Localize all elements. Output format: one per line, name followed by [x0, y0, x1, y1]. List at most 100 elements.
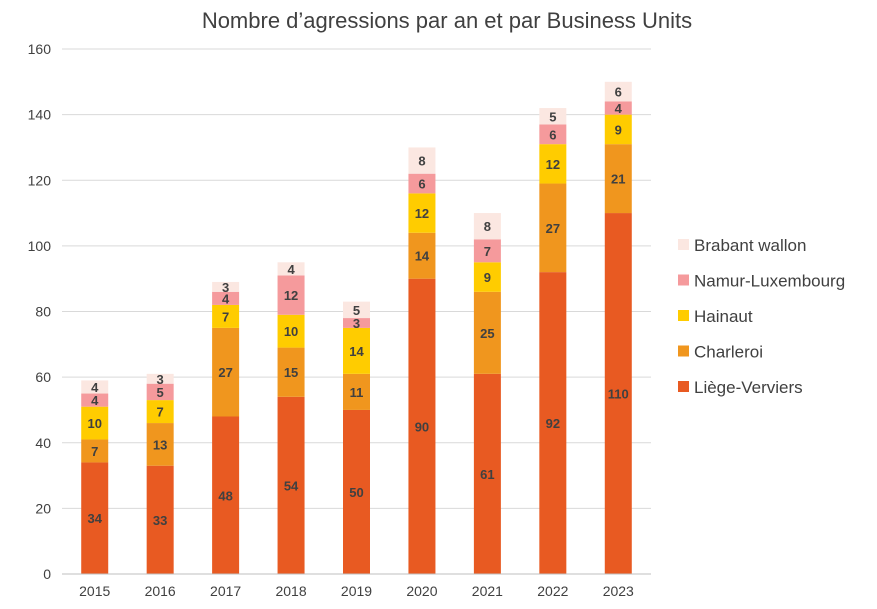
bar-segment [539, 108, 567, 125]
y-axis: 0 20 40 60 80 100 120 140 160 [28, 41, 52, 582]
data-label: 7 [484, 244, 491, 259]
bar-segment [277, 262, 305, 276]
bars [81, 81, 632, 574]
bar-segment [539, 124, 567, 145]
bar-segment [408, 147, 436, 174]
data-label: 21 [611, 172, 625, 187]
bar-segment [473, 213, 501, 240]
y-tick-label: 0 [43, 566, 51, 582]
bar-segment [604, 144, 632, 214]
bar-segment [146, 373, 174, 384]
data-label: 10 [87, 416, 101, 431]
bar-segment [146, 383, 174, 401]
data-label: 25 [480, 326, 494, 341]
bar-segment [81, 380, 109, 394]
data-label: 90 [415, 419, 429, 434]
data-label: 12 [546, 157, 560, 172]
bar-segment [343, 327, 370, 374]
x-tick-label: 2019 [341, 583, 372, 599]
bar-segment [539, 272, 567, 574]
bar-segment [277, 396, 305, 574]
y-tick-label: 100 [28, 238, 52, 254]
bar-segment [343, 373, 370, 410]
data-label: 61 [480, 467, 494, 482]
bar-segment [212, 416, 240, 574]
legend-swatch [678, 345, 689, 357]
legend-swatch [678, 310, 689, 321]
data-label: 6 [418, 177, 425, 192]
x-tick-label: 2022 [537, 583, 568, 599]
data-label: 14 [415, 249, 430, 264]
y-tick-label: 120 [28, 172, 52, 188]
data-label: 4 [615, 101, 623, 116]
data-label: 33 [153, 513, 167, 528]
x-tick-label: 2020 [406, 583, 437, 599]
y-tick-label: 80 [35, 304, 51, 320]
y-tick-label: 60 [35, 369, 51, 385]
data-label: 48 [218, 488, 232, 503]
data-label: 4 [287, 262, 295, 277]
bar-segment [81, 406, 109, 440]
x-tick-label: 2017 [210, 583, 241, 599]
bar-segment [408, 232, 436, 279]
bar-segment [473, 239, 501, 263]
bar-segment [343, 318, 370, 328]
data-label: 11 [350, 385, 364, 400]
bar-segment [473, 262, 501, 292]
legend-label: Charleroi [694, 343, 763, 362]
data-label: 12 [284, 288, 298, 303]
data-label: 14 [349, 344, 364, 359]
x-tick-label: 2015 [79, 583, 110, 599]
data-label: 54 [284, 478, 299, 493]
legend-swatch [678, 239, 689, 250]
bar-segment [539, 144, 567, 184]
bar-segment [81, 462, 109, 574]
y-tick-label: 20 [35, 500, 51, 516]
data-label: 92 [546, 416, 560, 431]
data-label: 5 [353, 303, 360, 318]
legend-label: Hainaut [694, 307, 753, 326]
bar-segment [81, 393, 109, 407]
bar-segment [81, 439, 109, 463]
data-label: 3 [157, 372, 164, 387]
data-label: 3 [353, 316, 360, 331]
y-tick-label: 160 [28, 41, 52, 57]
data-label: 8 [484, 219, 491, 234]
data-label: 4 [91, 393, 99, 408]
bar-segment [277, 275, 305, 315]
y-tick-label: 40 [35, 435, 51, 451]
bar-segment [212, 291, 240, 305]
bar-segment [473, 291, 501, 374]
x-tick-label: 2023 [603, 583, 634, 599]
bar-segment [146, 465, 174, 574]
bar-segment [604, 101, 632, 115]
data-label: 27 [218, 365, 232, 380]
bar-segment [277, 347, 305, 397]
data-label: 9 [615, 122, 622, 137]
legend-label: Liège-Verviers [694, 378, 803, 397]
bar-segment [146, 423, 174, 466]
data-label: 9 [484, 270, 491, 285]
bar-segment [473, 373, 501, 574]
data-label: 7 [91, 444, 98, 459]
bar-segment [212, 281, 240, 292]
data-label: 12 [415, 206, 429, 221]
legend-label: Brabant wallon [694, 236, 806, 255]
bar-segment [604, 114, 632, 145]
data-label: 50 [349, 485, 363, 500]
bar-segment [408, 193, 436, 233]
legend-swatch [678, 381, 689, 392]
bar-segment [212, 304, 240, 328]
data-label: 27 [546, 221, 560, 236]
data-label: 7 [157, 405, 164, 420]
data-label: 110 [608, 387, 629, 402]
data-label: 4 [222, 291, 230, 306]
data-label: 15 [284, 365, 298, 380]
bar-segment [343, 301, 370, 319]
legend-label: Namur-Luxembourg [694, 272, 845, 291]
bar-segment [408, 173, 436, 194]
data-label: 5 [549, 109, 556, 124]
x-tick-label: 2021 [472, 583, 503, 599]
data-label: 6 [549, 127, 556, 142]
